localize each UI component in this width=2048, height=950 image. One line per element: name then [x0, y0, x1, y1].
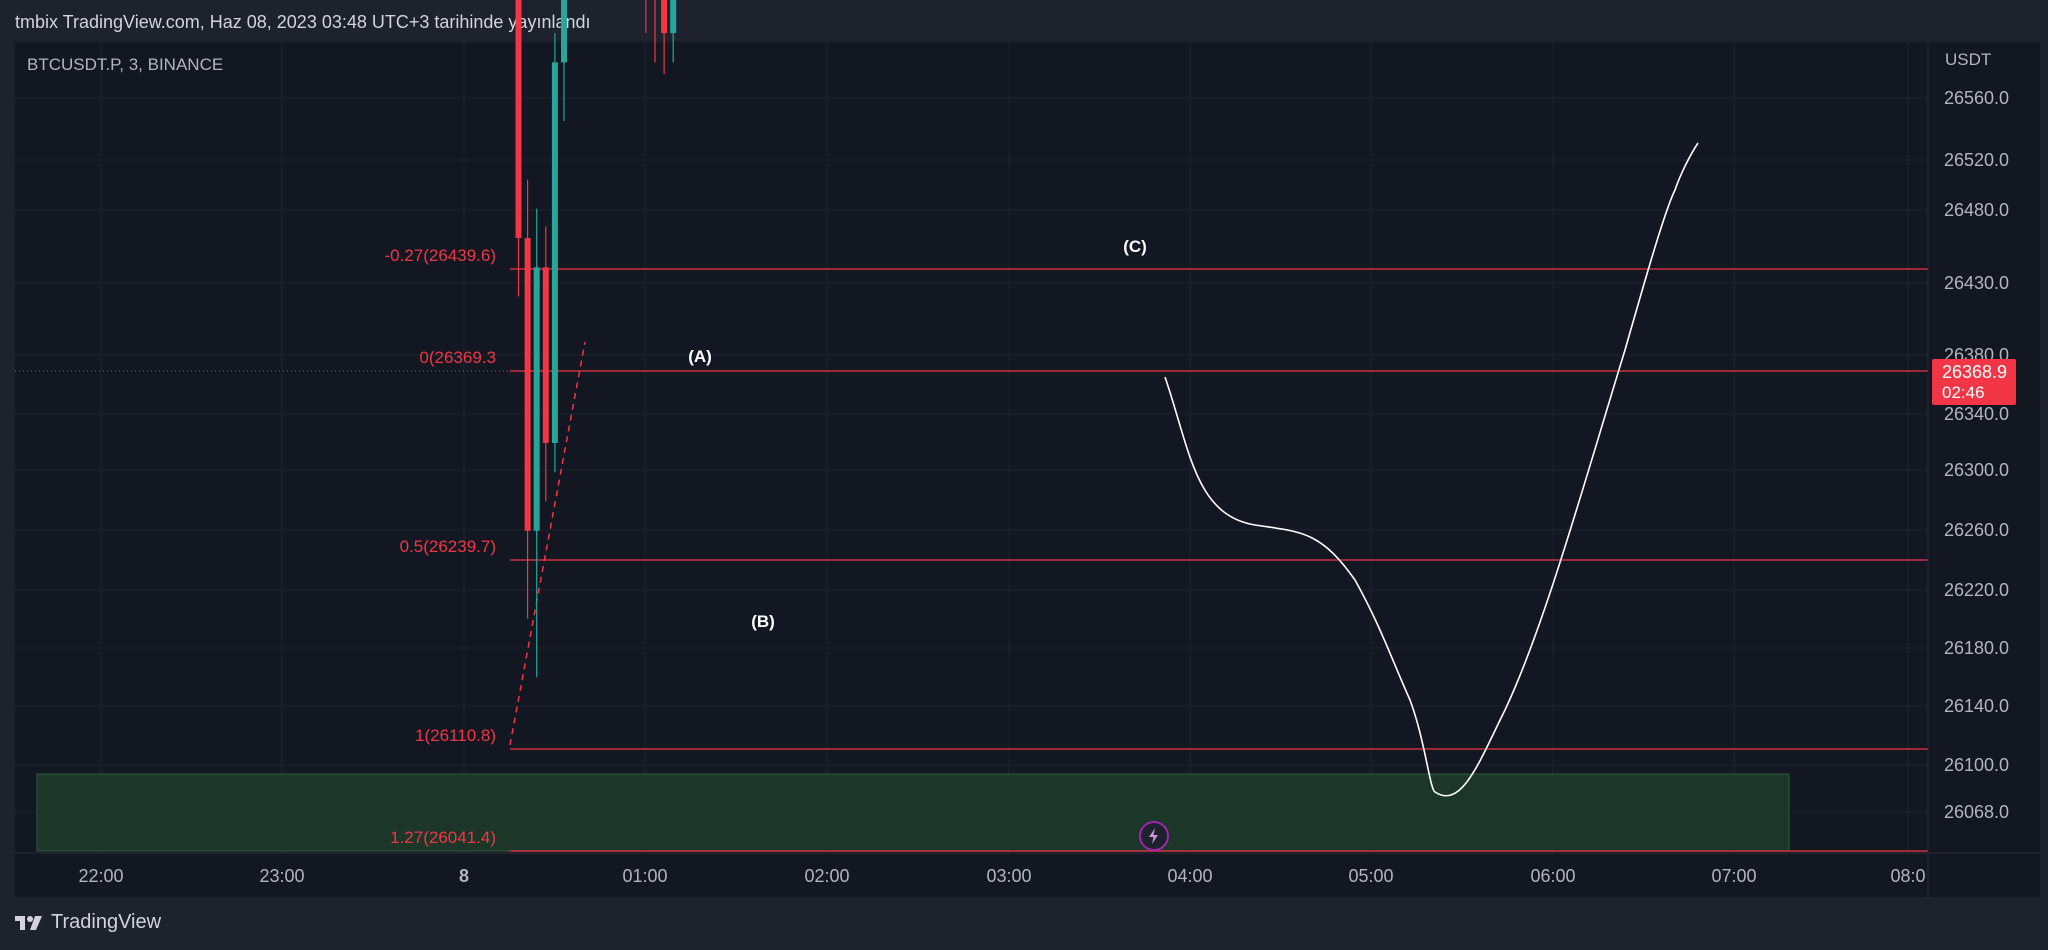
candle-body	[515, 0, 522, 239]
currency-label: USDT	[1945, 50, 1992, 69]
candle-body	[542, 267, 549, 443]
price-tick-label: 26560.0	[1944, 88, 2009, 108]
fib-level-label: 1(26110.8)	[415, 726, 496, 745]
wave-label: (A)	[688, 347, 712, 366]
candles	[515, 0, 677, 678]
time-tick-label: 06:00	[1530, 866, 1575, 886]
fib-level-label: -0.27(26439.6)	[384, 246, 496, 265]
price-tick-label: 26300.0	[1944, 460, 2009, 480]
price-tick-label: 26100.0	[1944, 755, 2009, 775]
time-axis: 22:00 23:00 8 01:00 02:00 03:00 04:00 05:00 06:0…	[78, 866, 1925, 886]
candle-body	[670, 0, 677, 34]
wave-label: (B)	[751, 612, 775, 631]
target-zone	[36, 773, 1790, 852]
time-tick-label: 07:00	[1711, 866, 1756, 886]
price-tick-label: 26220.0	[1944, 580, 2009, 600]
candle-body	[533, 267, 540, 531]
price-tick-label: 26520.0	[1944, 150, 2009, 170]
chart-grid	[15, 42, 1928, 853]
tradingview-brand[interactable]: TradingView	[15, 911, 161, 934]
candle-body	[561, 0, 567, 63]
symbol-legend[interactable]: BTCUSDT.P, 3, BINANCE	[27, 55, 224, 74]
time-tick-label: 8	[459, 866, 469, 886]
last-price-tag: 26368.9 02:46	[1932, 359, 2016, 405]
projection-path	[1164, 142, 1699, 797]
fib-trend-line	[509, 341, 586, 746]
time-tick-label: 08:0	[1890, 866, 1925, 886]
lightning-alert-icon[interactable]	[1139, 821, 1169, 851]
candle-body	[524, 238, 531, 531]
fib-level-label: 0(26369.3	[419, 348, 496, 367]
published-text: tmbix TradingView.com, Haz 08, 2023 03:4…	[15, 12, 591, 32]
price-tick-label: 26068.0	[1944, 802, 2009, 822]
wave-labels: (A) (B) (C)	[688, 237, 1147, 631]
last-price-value: 26368.9	[1942, 362, 2008, 382]
fib-level-label: 0.5(26239.7)	[400, 537, 496, 556]
fib-level-label: 1.27(26041.4)	[390, 828, 496, 847]
bar-countdown: 02:46	[1942, 383, 1985, 402]
fib-retracement: -0.27(26439.6) 0(26369.3 0.5(26239.7) 1(261…	[384, 246, 1928, 852]
brand-name: TradingView	[51, 911, 162, 933]
tradingview-logo-icon	[15, 915, 42, 930]
candle-body	[661, 0, 668, 34]
time-tick-label: 03:00	[986, 866, 1031, 886]
time-tick-label: 23:00	[259, 866, 304, 886]
price-tick-label: 26480.0	[1944, 200, 2009, 220]
footer-bar	[0, 897, 2048, 950]
time-tick-label: 05:00	[1348, 866, 1393, 886]
price-tick-label: 26180.0	[1944, 638, 2009, 658]
price-tick-label: 26260.0	[1944, 520, 2009, 540]
price-tick-label: 26140.0	[1944, 696, 2009, 716]
time-tick-label: 22:00	[78, 866, 123, 886]
time-tick-label: 01:00	[622, 866, 667, 886]
price-axis: 26560.026520.026480.026430.026380.026340…	[1944, 88, 2009, 822]
price-tick-label: 26430.0	[1944, 273, 2009, 293]
wave-label: (C)	[1123, 237, 1147, 256]
publish-header: tmbix TradingView.com, Haz 08, 2023 03:4…	[0, 0, 2048, 42]
time-tick-label: 02:00	[804, 866, 849, 886]
time-tick-label: 04:00	[1167, 866, 1212, 886]
price-tick-label: 26340.0	[1944, 404, 2009, 424]
candle-body	[551, 62, 558, 443]
